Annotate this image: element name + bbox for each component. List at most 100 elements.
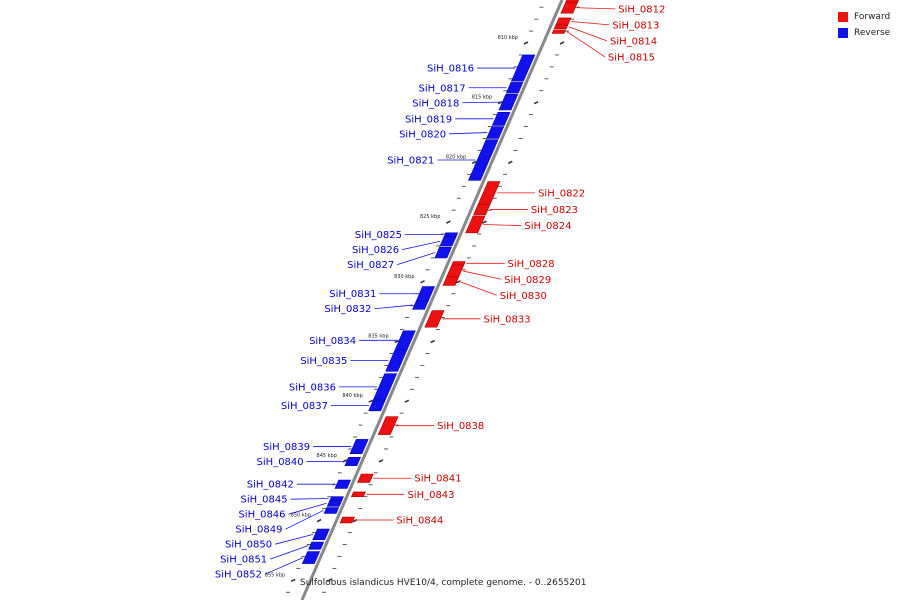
gene-feature [323,507,340,514]
gene-feature [349,439,369,455]
tick-label: 815 kbp [472,95,492,101]
tick-mark [533,100,539,105]
gene-label: SiH_0824 [524,221,571,232]
tick-mark [523,41,529,45]
gene-feature [326,499,343,507]
gene-feature [377,416,399,435]
tick-mark [446,220,451,224]
gene-feature [486,126,505,139]
gene-feature [491,112,511,126]
gene-label: SiH_0818 [412,98,459,109]
genome-backbone [300,0,564,600]
gene-feature [555,17,572,26]
gene-label: SiH_0840 [257,457,304,468]
tick-mark [507,160,513,165]
gene-label: SiH_0836 [289,382,336,393]
gene-feature [434,246,452,259]
tick-label: 830 kbp [394,274,414,280]
gene-feature [350,491,366,498]
gene-feature [446,264,465,278]
legend-label-forward: Forward [854,11,891,22]
label-leader [568,26,608,42]
label-leader [566,31,606,58]
gene-label: SiH_0817 [418,83,465,94]
gene-label: SiH_0812 [618,4,665,15]
gene-feature [385,349,408,372]
gene-label: SiH_0820 [399,129,446,140]
tick-marks [286,6,580,593]
label-leader [290,498,329,500]
gene-feature [510,54,536,82]
label-leader [285,510,324,530]
gene-label: SiH_0831 [329,289,376,300]
tick-mark [430,339,436,344]
gene-label: SiH_0842 [247,480,294,491]
gene-label: SiH_0825 [355,230,402,241]
gene-label: SiH_0821 [387,156,434,167]
label-leader [571,21,610,26]
gene-label: SiH_0815 [608,52,655,63]
tick-label: 845 kbp [317,453,337,459]
tick-mark [471,160,477,165]
gene-label: SiH_0851 [220,555,267,566]
label-leader [275,533,314,545]
gene-label: SiH_0832 [324,304,371,315]
gene-label: SiH_0830 [500,291,547,302]
label-leader [270,545,309,560]
legend-swatch-reverse [838,27,848,38]
gene-label: SiH_0845 [241,495,288,506]
legend-label-reverse: Reverse [854,27,891,38]
gene-label: SiH_0814 [610,36,657,47]
gene-feature [442,276,460,286]
tick-labels: 810 kbp 815 kbp 820 kbp 825 kbp 830 kbp 835 k… [265,35,518,578]
label-leader [577,7,616,10]
gene-feature [468,139,499,181]
label-leader [374,304,413,310]
tick-label: 810 kbp [498,35,518,41]
gene-feature [565,0,579,3]
legend: Forward Reverse [838,9,890,41]
tick-mark [456,280,461,284]
gene-feature [357,473,374,483]
gene-feature [473,203,491,216]
gene-label: SiH_0844 [396,516,443,527]
label-leaders [264,7,616,575]
gene-label: SiH_0819 [405,114,452,125]
label-leader [288,502,327,515]
gene-label: SiH_0816 [427,64,474,75]
tick-mark [368,399,374,403]
tick-label: 840 kbp [342,393,362,399]
gene-label: SiH_0826 [352,245,399,256]
gene-feature [334,479,352,489]
tick-label: 835 kbp [368,334,388,340]
legend-swatch-forward [838,11,848,22]
tick-mark [404,399,410,403]
tick-label: 850 kbp [291,513,311,519]
label-leader [463,270,502,280]
tick-mark [394,339,400,344]
gene-feature [465,215,486,234]
gene-label: SiH_0822 [538,188,585,199]
gene-label: SiH_0838 [437,421,484,432]
gene-label: SiH_0813 [612,20,659,31]
label-leader [449,132,488,135]
gene-label: SiH_0852 [215,570,262,581]
label-leader [397,252,436,266]
gene-feature [439,236,457,247]
gene-feature [451,261,466,266]
gene-feature [505,82,524,94]
tick-mark [559,41,565,45]
label-leader [402,240,441,251]
label-leader [462,101,501,104]
legend-item-forward: Forward [838,9,890,24]
gene-label: SiH_0835 [300,356,347,367]
gene-label: SiH_0837 [281,401,328,412]
gene-feature [312,528,330,541]
tick-label: 825 kbp [420,214,440,220]
gene-feature [344,456,361,467]
gene-label: SiH_0849 [235,525,282,536]
genome-caption: Sulfolobus islandicus HVE10/4, complete … [300,578,587,588]
legend-item-reverse: Reverse [838,25,890,40]
gene-label: SiH_0841 [414,474,461,485]
